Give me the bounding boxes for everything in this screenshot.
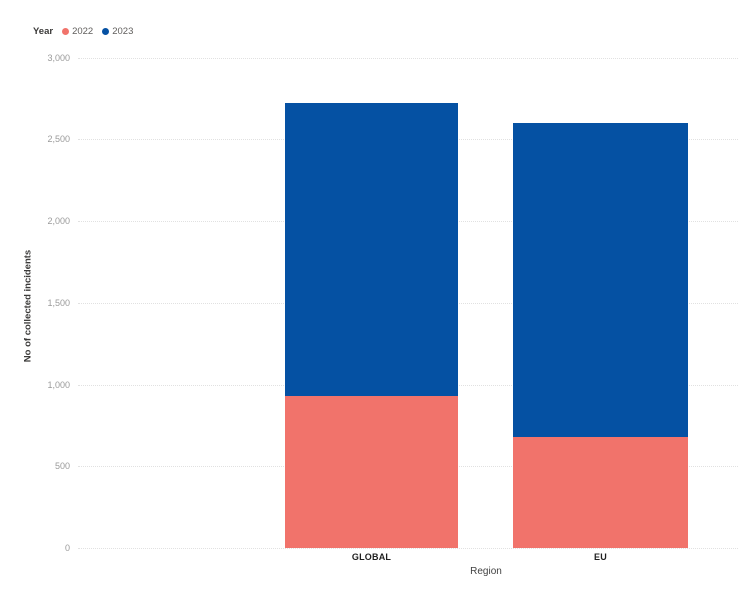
y-tick-label: 500 <box>54 461 70 472</box>
legend-item-2023: 2023 <box>102 26 133 37</box>
legend-item-2022: 2022 <box>62 26 93 37</box>
bar-segment-2023-eu <box>513 122 688 437</box>
bar-segment-2022-global <box>285 395 458 548</box>
gridline <box>78 548 738 549</box>
y-tick-label: 0 <box>64 543 70 553</box>
legend-swatch-2023-icon <box>102 28 110 35</box>
legend-title: Year <box>33 26 54 37</box>
y-tick-label: 1,000 <box>47 379 70 390</box>
gridline <box>78 57 738 59</box>
category-label-global: GLOBAL <box>351 552 392 562</box>
y-tick-label: 3,000 <box>47 52 70 63</box>
y-tick-label: 2,000 <box>47 216 70 226</box>
y-tick-label: 1,500 <box>47 297 70 308</box>
x-axis-title: Region <box>470 566 502 577</box>
bar-segment-2022-eu <box>513 436 688 548</box>
y-tick-label: 2,500 <box>47 134 70 145</box>
legend-label-2023: 2023 <box>112 26 134 37</box>
category-label-eu: EU <box>594 552 607 562</box>
legend: Year 2022 2023 <box>33 26 133 37</box>
legend-swatch-2022-icon <box>62 28 70 35</box>
bar-segment-2023-global <box>285 103 458 396</box>
legend-label-2022: 2022 <box>72 26 94 37</box>
